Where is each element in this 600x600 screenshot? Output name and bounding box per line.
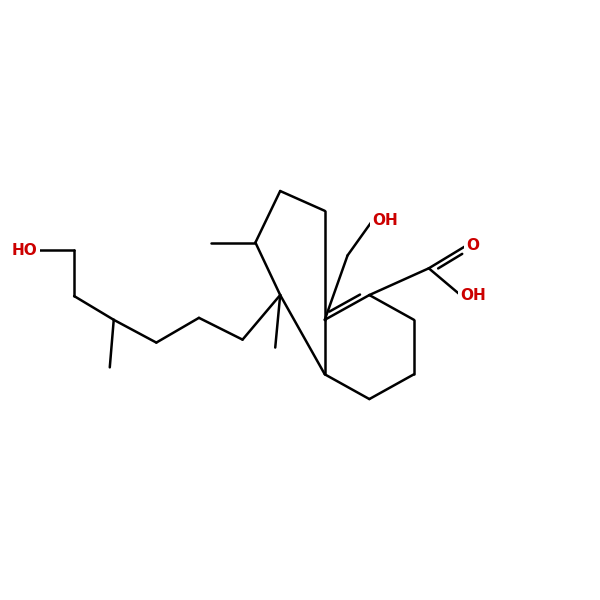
Text: OH: OH <box>461 287 486 302</box>
Text: OH: OH <box>373 213 398 228</box>
Text: O: O <box>466 238 479 253</box>
Text: HO: HO <box>12 243 37 258</box>
